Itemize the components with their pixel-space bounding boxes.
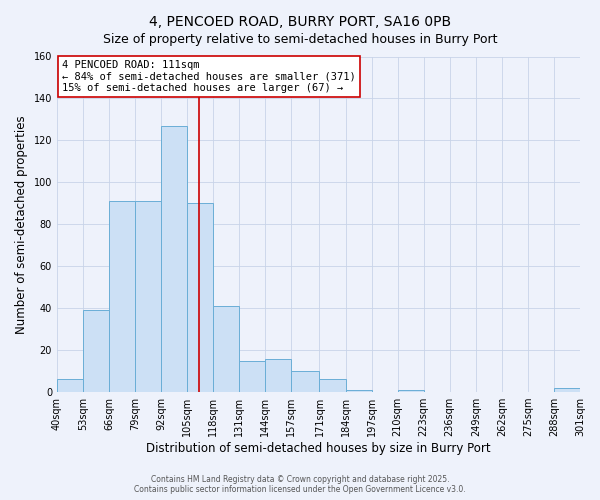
Bar	[239, 360, 265, 392]
Text: Contains HM Land Registry data © Crown copyright and database right 2025.
Contai: Contains HM Land Registry data © Crown c…	[134, 474, 466, 494]
Text: Size of property relative to semi-detached houses in Burry Port: Size of property relative to semi-detach…	[103, 32, 497, 46]
Bar	[161, 126, 187, 392]
Bar	[83, 310, 109, 392]
Bar	[292, 371, 319, 392]
Bar	[319, 380, 346, 392]
Bar	[554, 388, 580, 392]
Text: 4, PENCOED ROAD, BURRY PORT, SA16 0PB: 4, PENCOED ROAD, BURRY PORT, SA16 0PB	[149, 15, 451, 29]
Bar	[109, 201, 135, 392]
Bar	[213, 306, 239, 392]
X-axis label: Distribution of semi-detached houses by size in Burry Port: Distribution of semi-detached houses by …	[146, 442, 491, 455]
Text: 4 PENCOED ROAD: 111sqm
← 84% of semi-detached houses are smaller (371)
15% of se: 4 PENCOED ROAD: 111sqm ← 84% of semi-det…	[62, 60, 356, 93]
Y-axis label: Number of semi-detached properties: Number of semi-detached properties	[15, 115, 28, 334]
Bar	[265, 358, 292, 392]
Bar	[135, 201, 161, 392]
Bar	[346, 390, 371, 392]
Bar	[187, 204, 213, 392]
Bar	[57, 380, 83, 392]
Bar	[398, 390, 424, 392]
